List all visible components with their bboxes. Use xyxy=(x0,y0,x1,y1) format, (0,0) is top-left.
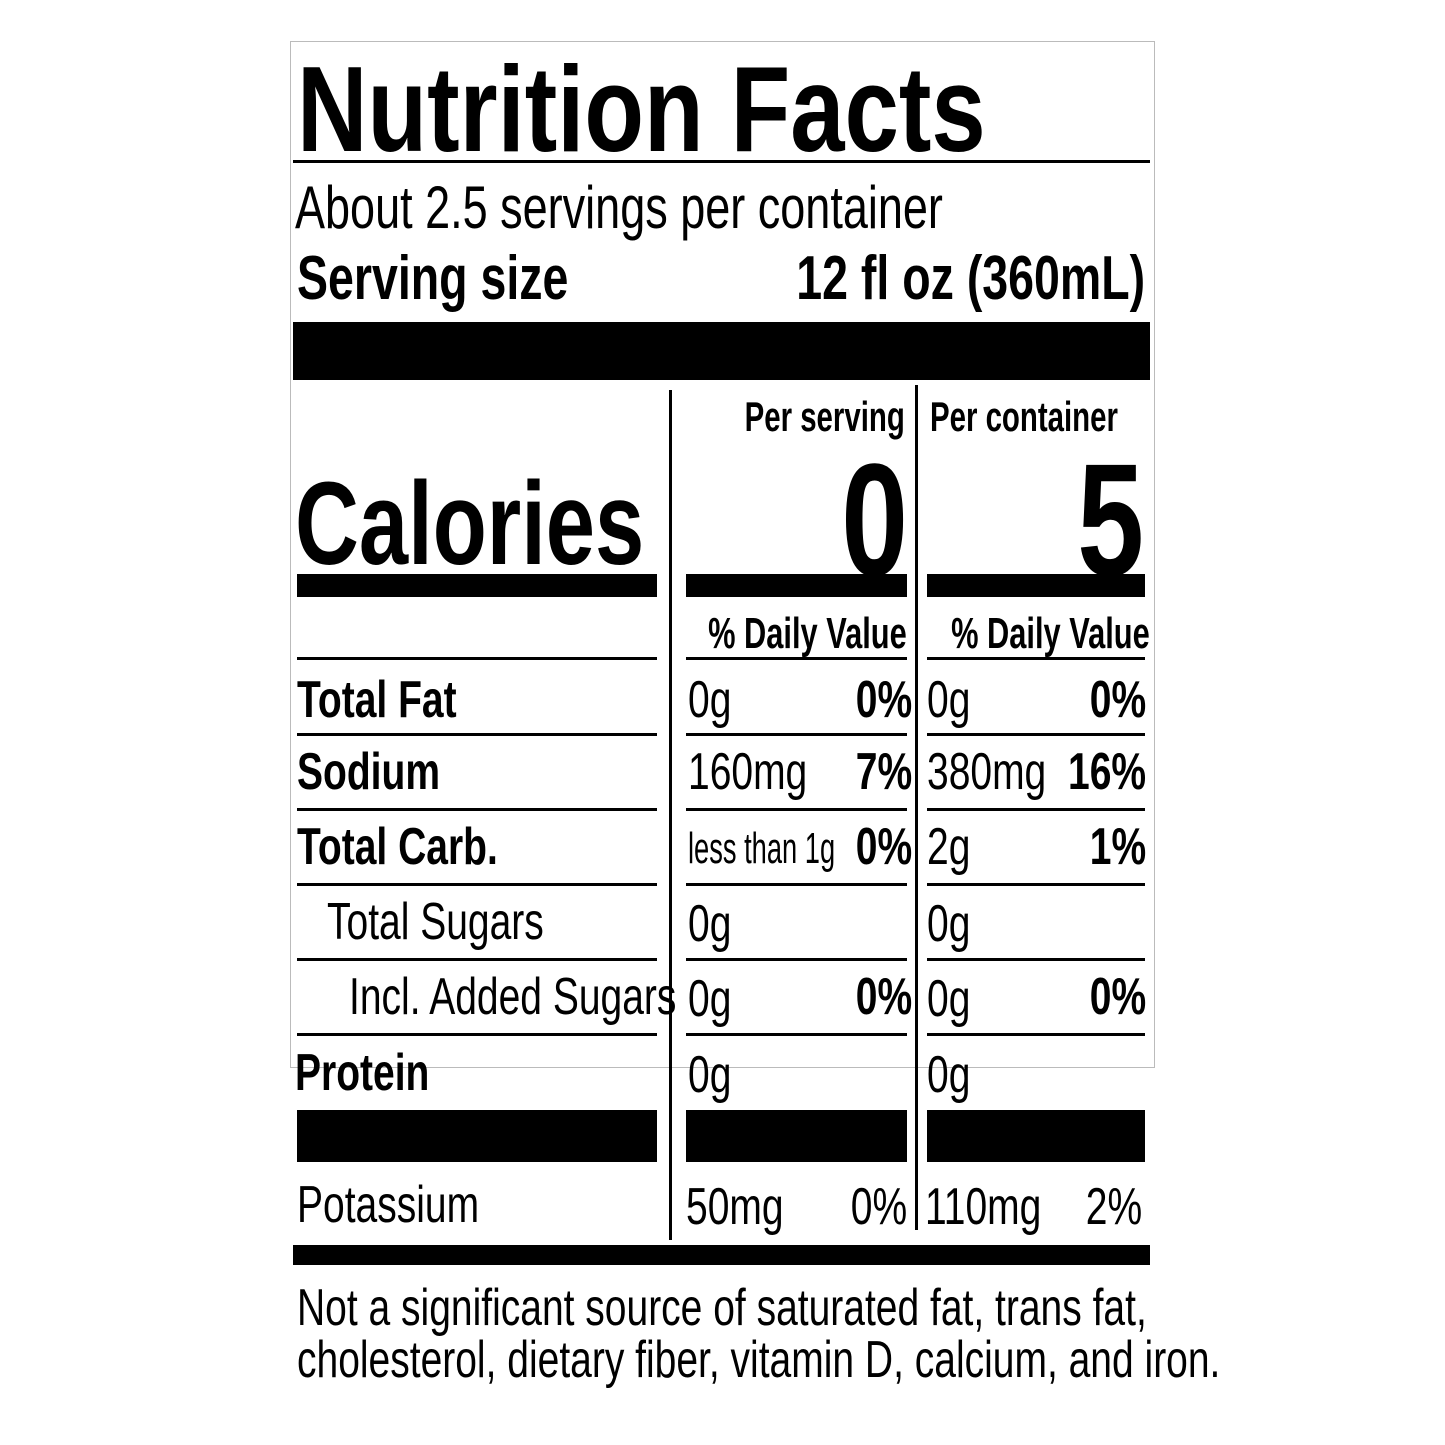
container-amount: 2g xyxy=(927,818,971,876)
nutrient-name: Sodium xyxy=(297,743,441,801)
container-dv: 2% xyxy=(1085,1178,1142,1236)
dv-header-container: % Daily Value xyxy=(951,609,1150,658)
calories-bar xyxy=(927,574,1145,597)
serving-size-value: 12 fl oz (360mL) xyxy=(796,244,1145,313)
vitamin-bar xyxy=(686,1110,907,1162)
column-divider xyxy=(669,390,672,1240)
row-divider xyxy=(297,733,657,736)
nutrition-label xyxy=(290,41,1155,1068)
serving-amount: 0g xyxy=(688,671,732,729)
serving-amount: 0g xyxy=(688,895,732,953)
serving-amount: 160mg xyxy=(688,743,808,801)
nutrient-name: Total Sugars xyxy=(327,893,544,951)
calories-per-serving: 0 xyxy=(841,430,908,609)
container-amount: 0g xyxy=(927,970,971,1028)
row-divider xyxy=(686,733,907,736)
container-dv: 16% xyxy=(1067,743,1146,801)
row-divider xyxy=(927,733,1145,736)
calories-label: Calories xyxy=(295,458,645,590)
container-amount: 0g xyxy=(927,1046,971,1104)
row-divider xyxy=(927,958,1145,961)
container-amount: 380mg xyxy=(927,743,1047,801)
nutrient-name: Incl. Added Sugars xyxy=(349,968,677,1026)
row-divider xyxy=(686,1033,907,1036)
row-divider xyxy=(686,958,907,961)
serving-dv: 0% xyxy=(855,671,912,729)
serving-dv: 7% xyxy=(855,743,912,801)
serving-amount: less than 1g xyxy=(688,824,836,873)
nutrient-name: Protein xyxy=(295,1044,430,1102)
container-dv: 0% xyxy=(1089,968,1146,1026)
container-amount: 0g xyxy=(927,895,971,953)
row-divider xyxy=(297,808,657,811)
row-divider xyxy=(927,883,1145,886)
row-divider xyxy=(297,657,657,660)
serving-dv: 0% xyxy=(855,968,912,1026)
calories-per-container: 5 xyxy=(1077,430,1144,609)
row-divider xyxy=(686,657,907,660)
thick-divider xyxy=(293,322,1150,380)
row-divider xyxy=(686,883,907,886)
container-dv: 0% xyxy=(1089,671,1146,729)
serving-dv: 0% xyxy=(855,818,912,876)
nutrient-name: Total Fat xyxy=(297,671,457,729)
nutrient-name: Total Carb. xyxy=(297,818,498,876)
row-divider xyxy=(297,958,657,961)
vitamin-bar xyxy=(297,1110,657,1162)
dv-header-serving: % Daily Value xyxy=(708,609,907,658)
container-amount: 110mg xyxy=(925,1178,1042,1236)
divider xyxy=(293,160,1150,163)
per-serving-header: Per serving xyxy=(744,393,905,440)
row-divider xyxy=(297,1033,657,1036)
row-divider xyxy=(297,883,657,886)
calories-bar xyxy=(297,574,657,597)
row-divider xyxy=(927,1033,1145,1036)
thick-divider xyxy=(293,1245,1150,1265)
footnote-line: Not a significant source of saturated fa… xyxy=(297,1279,1147,1337)
container-dv: 1% xyxy=(1089,818,1146,876)
footnote-line: cholesterol, dietary fiber, vitamin D, c… xyxy=(297,1331,1221,1389)
nutrient-name: Potassium xyxy=(297,1176,480,1234)
servings-per-container: About 2.5 servings per container xyxy=(295,174,943,241)
serving-amount: 50mg xyxy=(686,1178,784,1236)
row-divider xyxy=(686,808,907,811)
serving-amount: 0g xyxy=(688,970,732,1028)
row-divider xyxy=(927,657,1145,660)
serving-dv: 0% xyxy=(850,1178,907,1236)
serving-size-label: Serving size xyxy=(297,244,569,313)
per-container-header: Per container xyxy=(930,393,1118,440)
column-divider xyxy=(915,385,918,1230)
label-title: Nutrition Facts xyxy=(297,41,986,177)
vitamin-bar xyxy=(927,1110,1145,1162)
container-amount: 0g xyxy=(927,671,971,729)
calories-bar xyxy=(686,574,907,597)
row-divider xyxy=(927,808,1145,811)
serving-amount: 0g xyxy=(688,1046,732,1104)
